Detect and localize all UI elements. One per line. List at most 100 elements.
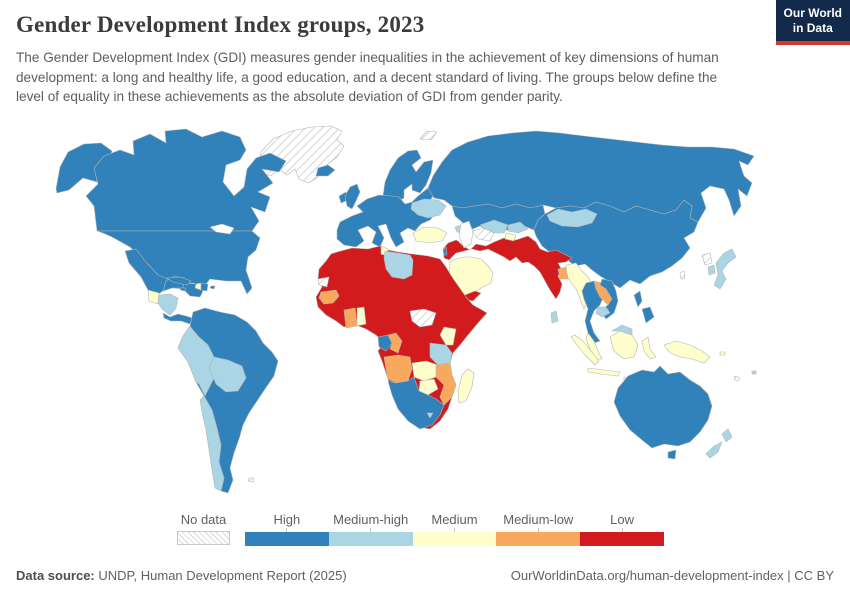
region-bolivia[interactable] <box>208 356 247 393</box>
region-new-caledonia[interactable] <box>733 375 741 382</box>
region-north-korea[interactable] <box>701 252 713 266</box>
region-kenya[interactable] <box>439 326 457 346</box>
region-mongolia[interactable] <box>546 208 598 228</box>
region-tasmania[interactable] <box>667 449 677 460</box>
legend-tick-low <box>621 528 623 532</box>
legend-group-high[interactable]: High <box>245 512 329 546</box>
region-south-korea[interactable] <box>707 264 716 276</box>
region-ukraine[interactable] <box>410 198 447 219</box>
region-angola[interactable] <box>383 354 413 384</box>
legend-groups: High Medium-high Medium Medium-low Low <box>245 512 664 546</box>
region-ghana[interactable] <box>343 307 358 329</box>
region-philippines-north[interactable] <box>633 290 643 308</box>
legend-label-high: High <box>273 512 301 527</box>
region-sumatra[interactable] <box>570 334 600 366</box>
legend-label-medium_high: Medium-high <box>333 512 409 527</box>
legend-swatch-medium[interactable] <box>412 532 497 546</box>
legend-group-low[interactable]: Low <box>580 512 664 546</box>
owid-logo-line2: in Data <box>792 21 833 35</box>
legend-group-medium[interactable]: Medium <box>412 512 497 546</box>
region-costarica-panama[interactable] <box>162 312 193 325</box>
region-sri-lanka[interactable] <box>550 310 559 324</box>
region-chile[interactable] <box>199 395 225 492</box>
region-new-zealand-south[interactable] <box>705 441 723 459</box>
region-cambodia[interactable] <box>595 306 611 318</box>
legend-swatch-medium_high[interactable] <box>328 532 413 546</box>
region-puerto-rico[interactable] <box>209 285 216 290</box>
legend-swatch-medium_low[interactable] <box>496 532 581 546</box>
region-great-lakes <box>209 223 235 235</box>
region-congo[interactable] <box>387 332 403 354</box>
region-fiji[interactable] <box>751 370 757 375</box>
legend-group-medium_low[interactable]: Medium-low <box>496 512 581 546</box>
legend-label-low: Low <box>610 512 635 527</box>
region-togo-benin[interactable] <box>356 306 367 327</box>
legend-swatch-high[interactable] <box>245 532 329 546</box>
region-sulawesi[interactable] <box>641 336 657 360</box>
region-borneo-indonesia[interactable] <box>609 330 639 360</box>
license-text: | CC BY <box>783 568 834 583</box>
region-dominican-republic[interactable] <box>200 282 209 292</box>
region-lesotho[interactable] <box>426 412 434 419</box>
owid-logo[interactable]: Our World in Data <box>775 0 850 45</box>
chart-footer: Data source: UNDP, Human Development Rep… <box>16 568 834 583</box>
region-zimbabwe[interactable] <box>418 378 439 396</box>
region-canada[interactable] <box>85 128 287 232</box>
region-scandinavia[interactable] <box>382 149 434 204</box>
region-madagascar[interactable] <box>457 368 475 404</box>
owid-link[interactable]: OurWorldinData.org/human-development-ind… <box>510 568 784 583</box>
region-israel[interactable] <box>442 246 448 256</box>
region-guatemala[interactable] <box>147 289 160 305</box>
region-western-sahara[interactable] <box>317 276 330 288</box>
legend-no-data-swatch[interactable] <box>177 531 230 545</box>
region-svalbard[interactable] <box>419 130 438 141</box>
region-bangladesh[interactable] <box>557 266 569 280</box>
region-taiwan[interactable] <box>679 270 686 280</box>
region-solomon-islands[interactable] <box>719 351 726 356</box>
region-tajikistan[interactable] <box>504 232 517 242</box>
region-turkmenistan[interactable] <box>471 227 495 242</box>
legend-label-medium_low: Medium-low <box>503 512 574 527</box>
legend-label-medium: Medium <box>431 512 478 527</box>
region-libya[interactable] <box>383 250 414 280</box>
footer-right: OurWorldinData.org/human-development-ind… <box>511 568 834 583</box>
region-usa[interactable] <box>96 230 261 295</box>
region-australia[interactable] <box>613 365 713 449</box>
data-source: Data source: UNDP, Human Development Rep… <box>16 568 347 583</box>
region-java[interactable] <box>587 367 621 377</box>
legend-group-medium_high[interactable]: Medium-high <box>328 512 413 546</box>
legend-tick-medium_high <box>370 528 372 532</box>
legend-no-data[interactable]: No data <box>177 512 230 545</box>
region-japan[interactable] <box>713 248 737 290</box>
chart-title: Gender Development Index groups, 2023 <box>16 12 425 37</box>
legend-swatch-low[interactable] <box>580 532 664 546</box>
legend-tick-medium_low <box>537 528 539 532</box>
region-south-sudan[interactable] <box>409 308 437 328</box>
data-source-text: UNDP, Human Development Report (2025) <box>94 568 347 583</box>
region-kyrgyzstan[interactable] <box>507 221 529 234</box>
region-falkland-islands[interactable] <box>247 477 255 483</box>
region-mozambique[interactable] <box>435 362 457 406</box>
region-uk[interactable] <box>344 183 361 210</box>
region-new-zealand-north[interactable] <box>721 428 733 443</box>
region-cuba[interactable] <box>166 276 192 286</box>
region-senegal[interactable] <box>318 289 340 305</box>
chart-header: Gender Development Index groups, 2023 Th… <box>16 12 834 107</box>
data-source-label: Data source: <box>16 568 95 583</box>
region-uzbekistan[interactable] <box>479 219 509 234</box>
region-philippines-south[interactable] <box>641 306 655 324</box>
region-borneo-malaysia[interactable] <box>611 324 633 336</box>
region-honduras-nicaragua[interactable] <box>157 293 179 316</box>
region-jamaica[interactable] <box>179 287 187 292</box>
legend-tick-medium <box>453 528 455 532</box>
region-malay-peninsula[interactable] <box>585 332 603 360</box>
chart-subtitle: The Gender Development Index (GDI) measu… <box>16 50 719 105</box>
region-iceland[interactable] <box>315 164 336 177</box>
owid-logo-line1: Our World <box>783 6 842 20</box>
region-mexico[interactable] <box>124 248 205 298</box>
region-gabon[interactable] <box>377 334 393 352</box>
region-new-guinea[interactable] <box>663 340 711 364</box>
region-turkey[interactable] <box>412 226 448 244</box>
legend-tick-high <box>286 528 288 532</box>
